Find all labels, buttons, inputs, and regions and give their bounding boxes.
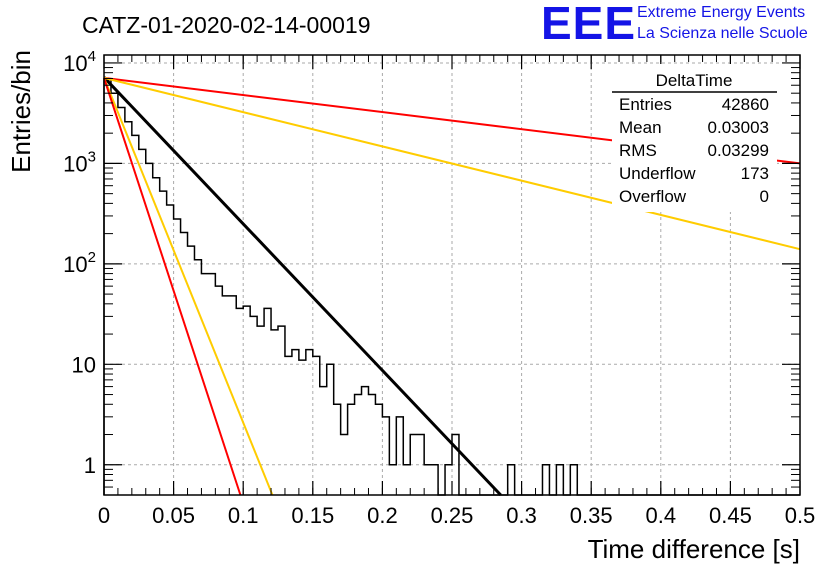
y-tick-label: 103 [63,148,96,176]
stats-value-entries: 42860 [722,95,769,114]
x-tick-label: 0.05 [152,503,195,528]
stats-label-entries: Entries [619,95,672,114]
logo-line-2: La Scienza nelle Scuole [637,25,808,42]
eee-logo: EEE Extreme Energy Events La Scienza nel… [541,0,808,49]
fit-line-4 [103,77,242,496]
y-tick-label-exponent: 2 [88,249,96,266]
x-tick-label: 0.2 [367,503,398,528]
stats-value-underflow: 173 [741,164,769,183]
stats-box: DeltaTime Entries 42860 Mean 0.03003 RMS… [612,64,777,212]
stats-label-underflow: Underflow [619,164,696,183]
stats-value-rms: 0.03299 [708,141,769,160]
y-tick-label-base: 10 [63,252,87,277]
x-tick-label: 0.5 [785,503,816,528]
y-tick-label-base: 10 [63,151,87,176]
y-tick-label-base: 10 [72,352,96,377]
axis-ticks [103,55,801,496]
stats-label-mean: Mean [619,118,662,137]
x-tick-label: 0.25 [431,503,474,528]
y-tick-label: 1 [84,453,96,478]
y-tick-label-base: 10 [63,51,87,76]
y-tick-label: 102 [63,249,96,277]
y-tick-label: 10 [72,352,96,377]
stats-label-overflow: Overflow [619,187,687,206]
stats-label-rms: RMS [619,141,657,160]
x-tick-label: 0.45 [709,503,752,528]
chart-title: CATZ-01-2020-02-14-00019 [82,12,371,38]
stats-box-background [612,64,777,212]
x-tick-label: 0.3 [506,503,537,528]
stats-value-overflow: 0 [760,187,769,206]
y-tick-label-base: 1 [84,453,96,478]
x-tick-label: 0.35 [570,503,613,528]
x-tick-labels: 0 0.05 0.1 0.15 0.2 0.25 0.3 0.35 0.4 0.45 0.5 [98,503,815,528]
y-axis-title: Entries/bin [6,50,36,173]
fit-line-0 [102,76,502,497]
eee-logo-mark: EEE [541,0,636,49]
y-tick-label-exponent: 4 [88,48,96,65]
x-tick-label: 0.4 [646,503,677,528]
logo-line-1: Extreme Energy Events [637,4,805,21]
y-tick-label-exponent: 3 [88,148,96,165]
x-tick-label: 0.1 [228,503,259,528]
x-tick-label: 0 [98,503,110,528]
stats-value-mean: 0.03003 [708,118,769,137]
fit-line-2 [103,76,801,251]
y-tick-label: 104 [63,48,96,76]
stats-title: DeltaTime [656,71,733,90]
fit-lines-layer [102,76,801,497]
fit-line-3 [103,77,274,496]
x-tick-label: 0.15 [291,503,334,528]
x-axis-title: Time difference [s] [588,534,800,564]
